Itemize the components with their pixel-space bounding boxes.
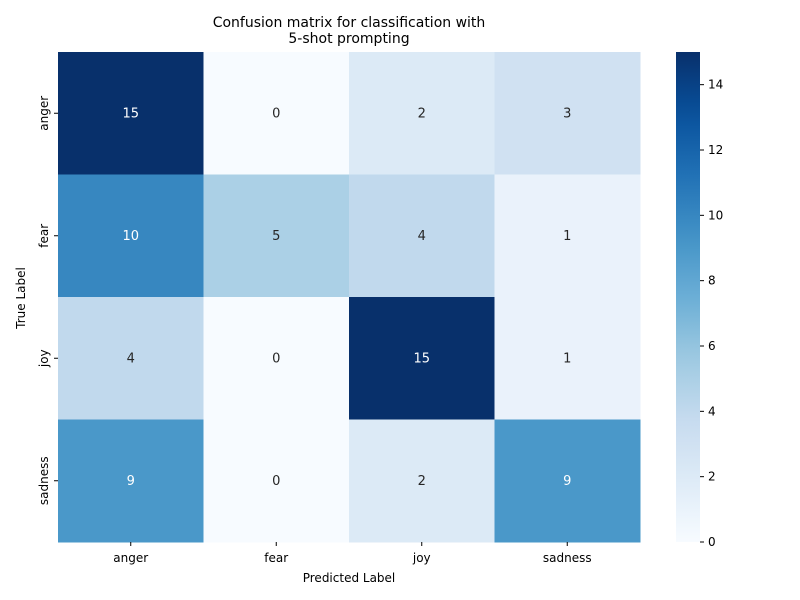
heatmap-cell: [349, 52, 495, 175]
cell-value-label: 1: [563, 229, 571, 244]
x-axis: anger fear joy sadness: [113, 542, 592, 565]
x-tick-label: joy: [412, 551, 431, 565]
heatmap-cell: [58, 52, 204, 175]
colorbar-tick-label: 12: [708, 143, 723, 157]
cell-value-label: 0: [272, 474, 280, 489]
colorbar-tick-label: 8: [708, 274, 716, 288]
heatmap-cell: [494, 52, 641, 175]
cell-value-label: 0: [272, 106, 280, 121]
cell-value-label: 9: [127, 474, 135, 489]
heatmap-cell: [58, 297, 204, 420]
cell-value-label: 2: [418, 106, 426, 121]
cell-value-label: 10: [122, 229, 139, 244]
heatmap-cell: [203, 52, 350, 175]
y-axis: anger fear joy sadness: [37, 96, 58, 505]
x-tick-label: anger: [113, 551, 148, 565]
heatmap-cell: [349, 174, 495, 298]
y-axis-label: True Label: [14, 267, 28, 330]
cell-value-label: 15: [413, 351, 430, 366]
heatmap-cell: [494, 419, 641, 543]
cell-value-label: 2: [418, 474, 426, 489]
cell-value-label: 3: [563, 106, 571, 121]
chart-title-line: 5-shot prompting: [288, 31, 409, 47]
x-tick-label: fear: [264, 551, 288, 565]
heatmap-cell: [494, 297, 641, 420]
x-axis-label: Predicted Label: [303, 571, 396, 585]
cell-value-label: 5: [272, 229, 280, 244]
y-tick-label: anger: [37, 96, 51, 131]
colorbar-tick-label: 2: [708, 470, 716, 484]
colorbar-tick-label: 4: [708, 404, 716, 418]
cell-value-label: 0: [272, 351, 280, 366]
cell-value-label: 4: [418, 229, 426, 244]
colorbar-gradient: [676, 52, 700, 542]
heatmap-cell: [349, 297, 495, 420]
heatmap-cell: [203, 419, 350, 543]
y-tick-label: joy: [37, 349, 51, 368]
colorbar-tick-label: 14: [708, 78, 723, 92]
heatmap-cell: [203, 174, 350, 298]
cell-value-label: 1: [563, 351, 571, 366]
colorbar-tick-label: 10: [708, 208, 723, 222]
cell-value-label: 15: [122, 106, 139, 121]
heatmap-cell: [494, 174, 641, 298]
cell-value-label: 4: [127, 351, 135, 366]
colorbar-tick-label: 0: [708, 535, 716, 549]
heatmap-cell: [58, 174, 204, 298]
cell-value-label: 9: [563, 474, 571, 489]
colorbar: 0 2 4 6 8 10 12 14: [676, 52, 723, 549]
chart-title: Confusion matrix for classification with…: [213, 15, 486, 47]
heatmap-cell: [349, 419, 495, 543]
colorbar-tick-label: 6: [708, 339, 716, 353]
y-tick-label: fear: [37, 224, 51, 248]
x-tick-label: sadness: [543, 551, 592, 565]
chart-title-line: Confusion matrix for classification with: [213, 15, 486, 31]
heatmap-cell: [58, 419, 204, 543]
heatmap-cell: [203, 297, 350, 420]
y-tick-label: sadness: [37, 456, 51, 505]
heatmap-cell-labels: 15 0 2 3 10 5 4 1 4 0 15 1 9 0 2 9: [122, 106, 571, 489]
heatmap-cells: [58, 52, 641, 543]
